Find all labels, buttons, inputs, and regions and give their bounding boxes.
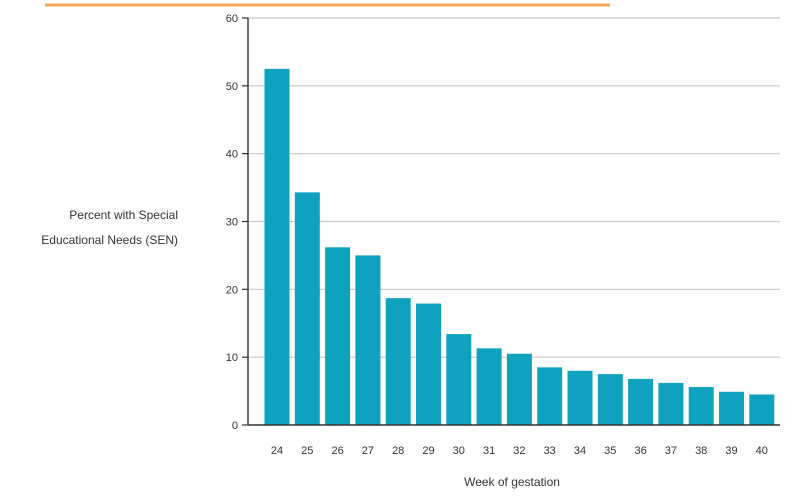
x-tick-label-30: 30 [453, 445, 465, 457]
y-tick-label-30: 30 [226, 217, 238, 229]
bar-week-33 [537, 367, 563, 425]
y-axis-label-line-2: Educational Needs (SEN) [41, 233, 178, 247]
y-tick-label-40: 40 [226, 149, 238, 161]
x-tick-label-26: 26 [331, 445, 343, 457]
bar-week-37 [658, 382, 684, 425]
y-tick-label-20: 20 [226, 284, 238, 296]
bar-week-35 [597, 374, 623, 425]
bar-week-24 [264, 68, 290, 425]
x-tick-label-35: 35 [604, 445, 616, 457]
bar-week-27 [355, 255, 381, 425]
bar-week-40 [749, 394, 775, 425]
y-tick-label-60: 60 [226, 13, 238, 25]
x-axis-label: Week of gestation [464, 475, 560, 489]
y-axis-label-line-1: Percent with Special [69, 208, 178, 222]
bar-week-26 [325, 247, 351, 425]
x-tick-label-28: 28 [392, 445, 404, 457]
x-tick-label-29: 29 [422, 445, 434, 457]
x-tick-labels: 24 25 26 27 28 29 30 31 32 33 34 35 36 37 38 39 40 [271, 445, 768, 457]
y-tick-label-10: 10 [226, 352, 238, 364]
bar-week-34 [567, 370, 593, 425]
x-tick-label-31: 31 [483, 445, 495, 457]
bar-week-29 [416, 303, 441, 425]
x-tick-label-34: 34 [574, 445, 586, 457]
y-tick-label-0: 0 [232, 420, 238, 432]
bar-week-28 [385, 298, 411, 425]
x-tick-label-24: 24 [271, 445, 283, 457]
x-tick-label-38: 38 [695, 445, 707, 457]
bar-week-30 [446, 334, 472, 425]
bar-week-31 [476, 348, 502, 425]
x-tick-label-39: 39 [725, 445, 737, 457]
x-tick-label-40: 40 [756, 445, 768, 457]
x-tick-label-27: 27 [362, 445, 374, 457]
y-tick-labels: 0 10 20 30 40 50 60 [226, 13, 248, 432]
bars [264, 68, 775, 425]
bar-week-36 [628, 378, 654, 425]
bar-week-32 [506, 353, 532, 425]
x-tick-label-25: 25 [301, 445, 313, 457]
x-tick-label-36: 36 [634, 445, 646, 457]
x-tick-label-33: 33 [544, 445, 556, 457]
bar-week-39 [719, 391, 744, 425]
y-tick-label-50: 50 [226, 81, 238, 93]
x-tick-label-32: 32 [513, 445, 525, 457]
bar-week-25 [294, 192, 320, 425]
bar-week-38 [688, 387, 714, 425]
x-tick-label-37: 37 [665, 445, 677, 457]
